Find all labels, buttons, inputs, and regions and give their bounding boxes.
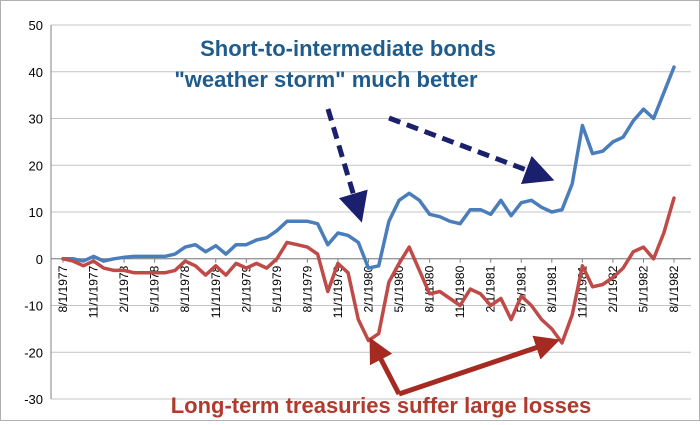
annotation-blue-line1: Short-to-intermediate bonds — [200, 36, 496, 61]
y-tick-label: 20 — [29, 158, 43, 173]
x-tick-label: 5/1/1982 — [636, 265, 650, 312]
arrow-to-blue-dip — [325, 108, 368, 223]
x-tick-label: 11/1/1977 — [87, 265, 101, 318]
x-tick-label: 5/1/1980 — [392, 265, 406, 312]
arrow-to-red-dip-1 — [369, 337, 402, 396]
y-tick-label: 10 — [29, 205, 43, 220]
x-tick-label: 5/1/1979 — [270, 265, 284, 312]
series-line-2 — [61, 196, 676, 345]
y-tick-label: 40 — [29, 65, 43, 80]
x-tick-label: 8/1/1979 — [300, 265, 314, 312]
x-tick-labels: 8/1/1977 11/1/1977 2/1/1978 5/1/1978 8/1/197… — [56, 265, 681, 318]
annotation-blue-line2: "weather storm" much better — [174, 67, 478, 92]
x-tick-label: 2/1/1979 — [239, 265, 253, 312]
x-tick-label: 8/1/1977 — [56, 265, 70, 312]
arrow-to-blue-rise — [388, 115, 555, 184]
y-tick-label: 50 — [29, 18, 43, 33]
x-tick-label: 11/1/1980 — [453, 265, 467, 318]
y-tick-label: 0 — [36, 252, 43, 267]
x-tick-label: 2/1/1978 — [117, 265, 131, 312]
y-tick-label: -30 — [24, 392, 43, 407]
y-tick-label: -20 — [24, 345, 43, 360]
x-tick-label: 2/1/1982 — [606, 265, 620, 312]
series-line-1 — [61, 65, 676, 270]
y-tick-labels: 50 40 30 20 10 0 -10 -20 -30 — [24, 18, 43, 407]
x-tick-label: 8/1/1982 — [667, 265, 681, 312]
arrow-to-red-dip-2 — [398, 335, 561, 397]
x-tick-label: 5/1/1978 — [148, 265, 162, 312]
x-tick-label: 8/1/1981 — [545, 265, 559, 312]
y-tick-label: 30 — [29, 112, 43, 127]
x-tick-label: 11/1/1979 — [331, 265, 345, 318]
annotation-red: Long-term treasuries suffer large losses — [171, 393, 592, 418]
series-lines — [61, 65, 676, 345]
x-tick-label: 2/1/1980 — [362, 265, 376, 312]
x-tick-label: 8/1/1978 — [178, 265, 192, 312]
x-tick-label: 11/1/1978 — [209, 265, 223, 318]
x-tick-label: 8/1/1980 — [423, 265, 437, 312]
y-tick-label: -10 — [24, 299, 43, 314]
